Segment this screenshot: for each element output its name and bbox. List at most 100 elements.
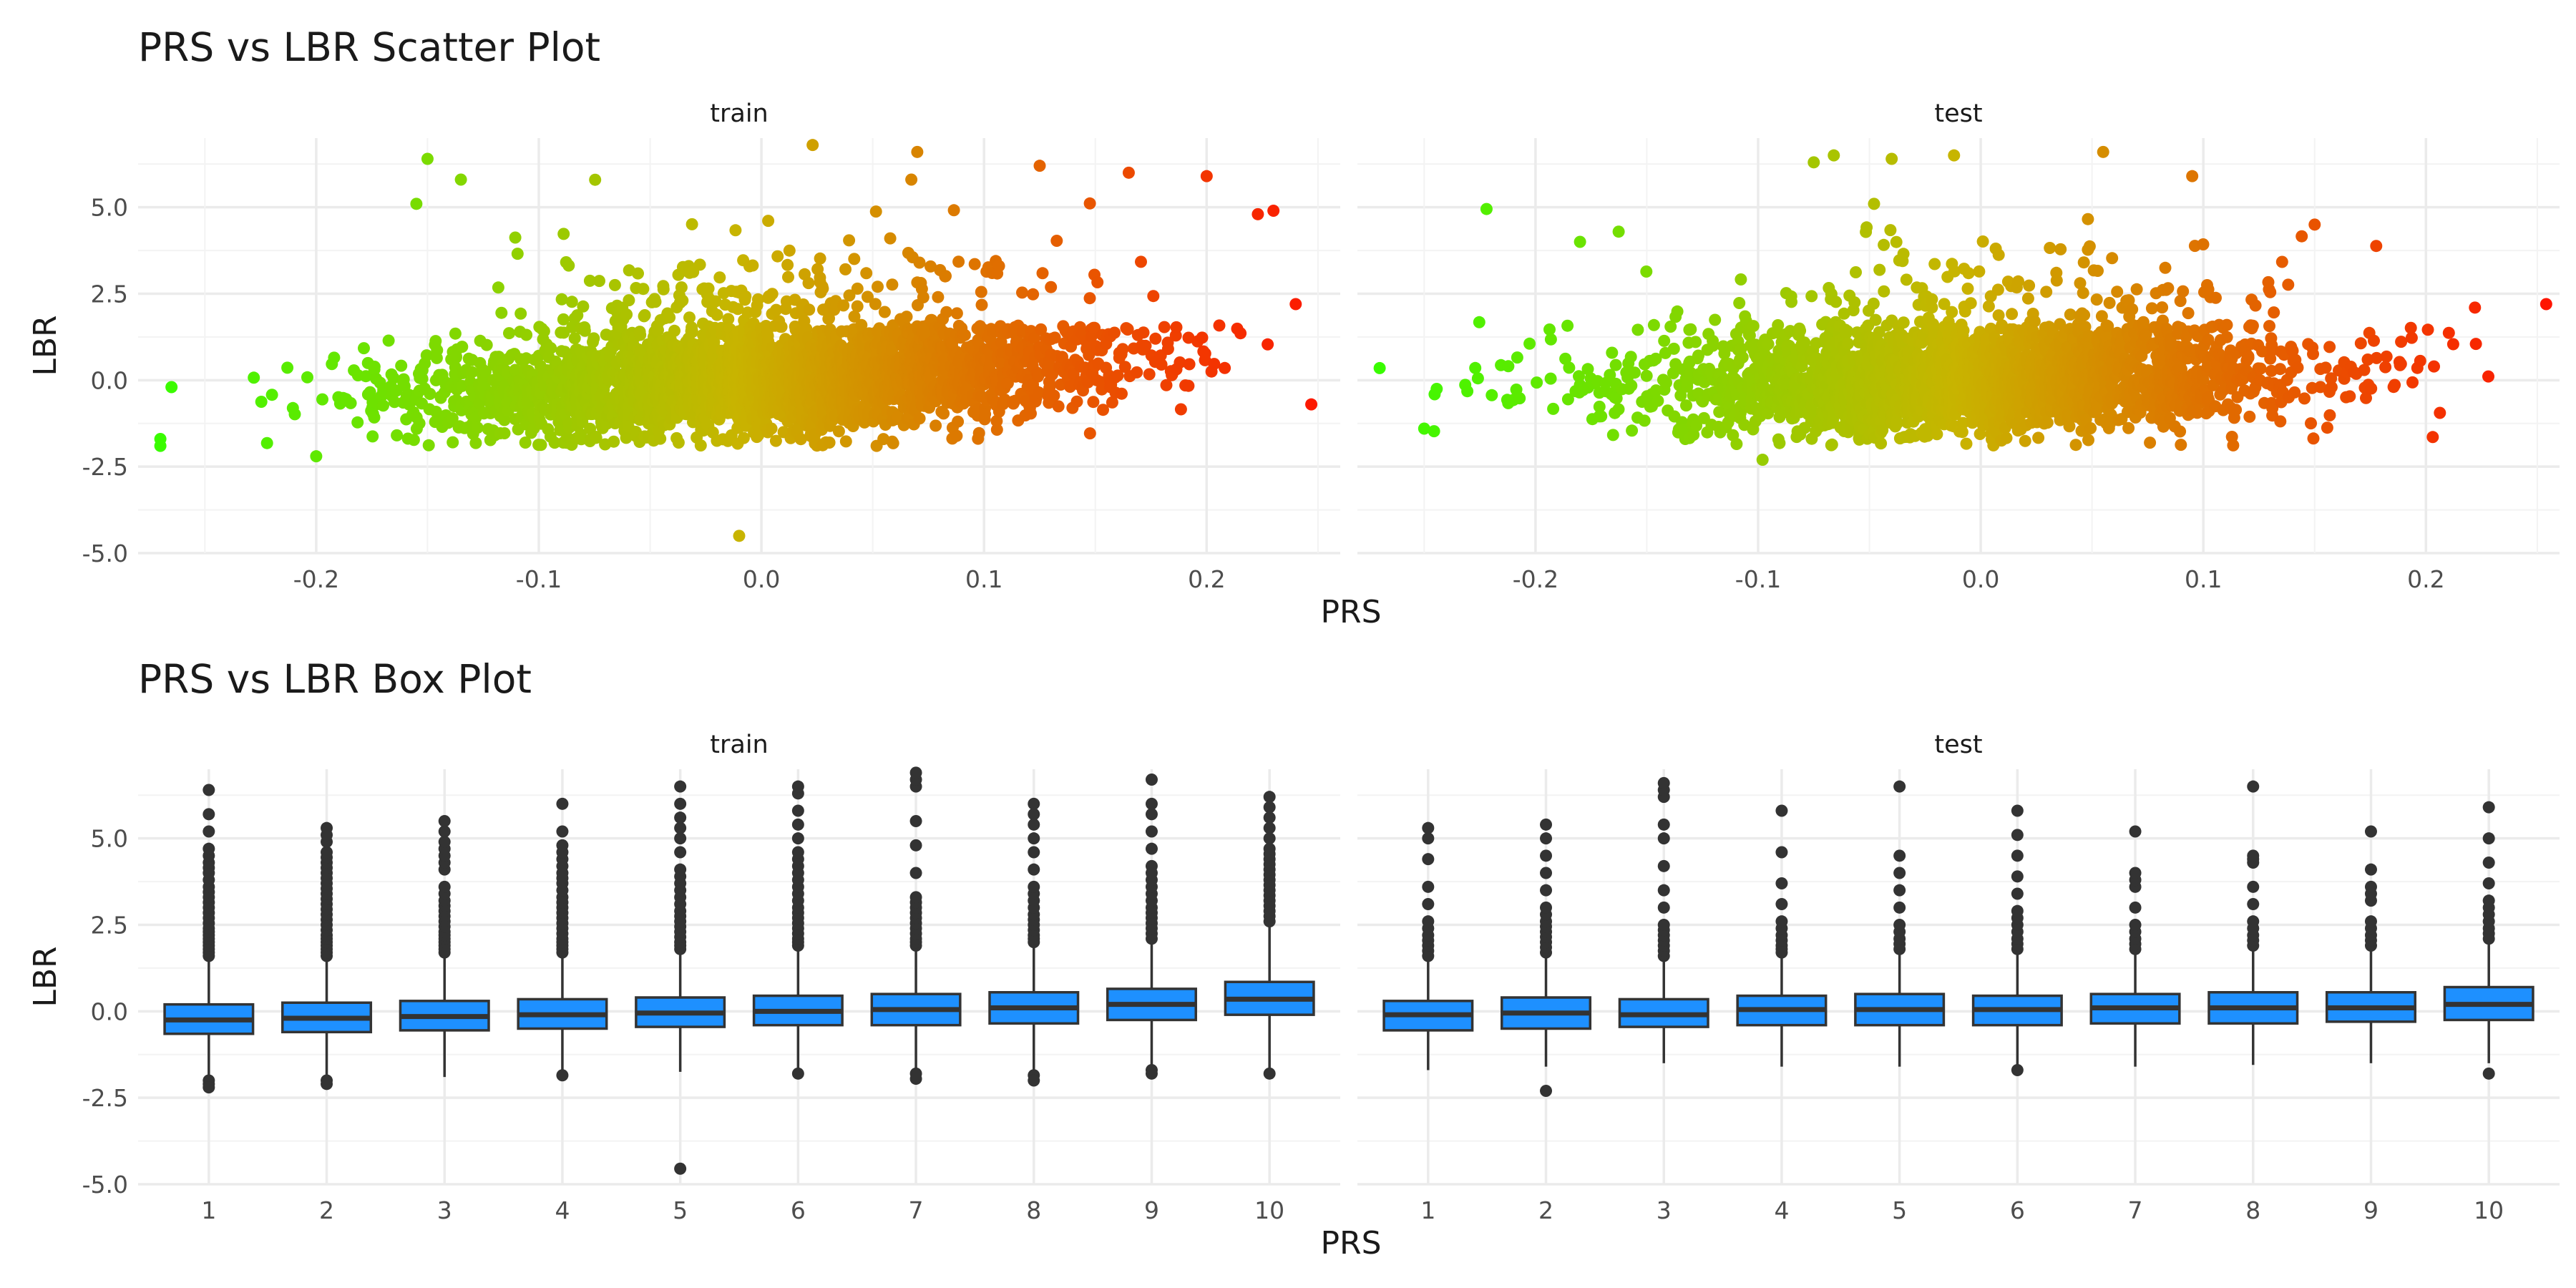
scatter-point (1992, 248, 2005, 261)
scatter-point (1625, 379, 1638, 392)
scatter-point (1016, 286, 1028, 299)
scatter-point (775, 321, 788, 333)
scatter-point (255, 396, 268, 408)
scatter-point (1523, 337, 1536, 350)
scatter-point (1070, 395, 1083, 408)
scatter-train-x-tick-label: -0.1 (516, 565, 562, 593)
scatter-point (1606, 346, 1619, 359)
scatter-point (1513, 392, 1526, 405)
scatter-point (413, 417, 426, 430)
scatter-point (1050, 235, 1063, 247)
scatter-point (702, 282, 715, 295)
scatter-test-x-tick-label: 0.1 (2185, 565, 2222, 593)
scatter-point (771, 250, 784, 263)
scatter-train-x-tick-label: 0.0 (743, 565, 780, 593)
scatter-point (1991, 283, 2004, 296)
scatter-train-x-tick-label: 0.1 (965, 565, 1002, 593)
scatter-train-y-tick-label: -2.5 (82, 453, 128, 481)
scatter-point (975, 298, 988, 311)
scatter-test-x-tick-label: 0.2 (2407, 565, 2444, 593)
scatter-point (548, 436, 561, 449)
scatter-point (638, 309, 651, 321)
scatter-point (301, 371, 313, 384)
scatter-point (1200, 170, 1213, 182)
scatter-point (454, 173, 467, 186)
scatter-point (1183, 358, 1196, 371)
scatter-point (686, 218, 698, 230)
scatter-point (900, 311, 913, 323)
scatter-point (1926, 293, 1938, 306)
scatter-point (746, 259, 759, 272)
scatter-point (930, 419, 942, 432)
scatter-point (947, 204, 960, 217)
scatter-point (1170, 321, 1183, 333)
scatter-point (509, 231, 522, 244)
scatter-point (590, 431, 602, 444)
scatter-train-x-tick-label: -0.2 (293, 565, 339, 593)
scatter-point (1174, 403, 1187, 416)
scatter-point (1149, 332, 1162, 345)
scatter-point (265, 389, 278, 401)
scatter-point (913, 256, 926, 269)
scatter-point (1860, 221, 1873, 234)
scatter-point (1213, 319, 1226, 332)
scatter-point (887, 436, 899, 449)
scatter-point (328, 351, 341, 364)
scatter-test-x-tick-label: 0.0 (1962, 565, 1999, 593)
scatter-point (1131, 366, 1143, 379)
scatter-x-axis-title: PRS (1320, 594, 1381, 630)
scatter-point (878, 306, 891, 318)
scatter-point (568, 332, 581, 345)
scatter-point (608, 278, 621, 291)
scatter-point (562, 259, 575, 272)
scatter-point (431, 344, 444, 356)
scatter-point (634, 328, 647, 341)
scatter-point (519, 436, 532, 449)
scatter-point (675, 281, 688, 294)
scatter-point (1122, 166, 1135, 179)
scatter-point (1052, 400, 1065, 413)
scatter-point (672, 436, 685, 449)
scatter-point (783, 244, 796, 257)
scatter-point (1563, 361, 1576, 374)
scatter-point (1878, 285, 1890, 298)
scatter-facet-test-label: test (1934, 99, 1982, 128)
scatter-point (1561, 319, 1574, 332)
scatter-point (589, 173, 602, 186)
scatter-point (1867, 297, 1880, 310)
scatter-test-x-tick-label: -0.1 (1735, 565, 1781, 593)
scatter-point (1735, 273, 1747, 286)
scatter-point (388, 396, 401, 409)
scatter-point (359, 370, 372, 383)
scatter-point (843, 234, 856, 247)
scatter-point (1025, 407, 1037, 420)
scatter-point (952, 255, 965, 268)
scatter-point (851, 300, 864, 313)
scatter-point (545, 342, 557, 354)
scatter-point (869, 205, 882, 218)
scatter-point (832, 425, 845, 438)
scatter-point (429, 335, 442, 348)
scatter-point (316, 393, 328, 406)
scatter-point (1595, 410, 1608, 423)
scatter-point (972, 426, 985, 439)
scatter-point (456, 341, 469, 353)
scatter-point (1612, 225, 1625, 238)
scatter-point (1709, 313, 1722, 326)
scatter-point (762, 215, 775, 228)
scatter-point (1890, 235, 1903, 248)
scatter-point (1289, 298, 1302, 311)
scatter-point (557, 228, 570, 240)
scatter-point (1652, 394, 1664, 407)
scatter-point (814, 252, 826, 265)
scatter-point (382, 334, 395, 347)
scatter-point (711, 308, 723, 321)
scatter-point (608, 435, 620, 448)
scatter-point (1219, 361, 1231, 374)
scatter-point (424, 388, 436, 400)
scatter-point (654, 432, 667, 445)
scatter-point (1161, 343, 1174, 356)
scatter-point (1747, 320, 1760, 333)
scatter-point (422, 439, 435, 452)
